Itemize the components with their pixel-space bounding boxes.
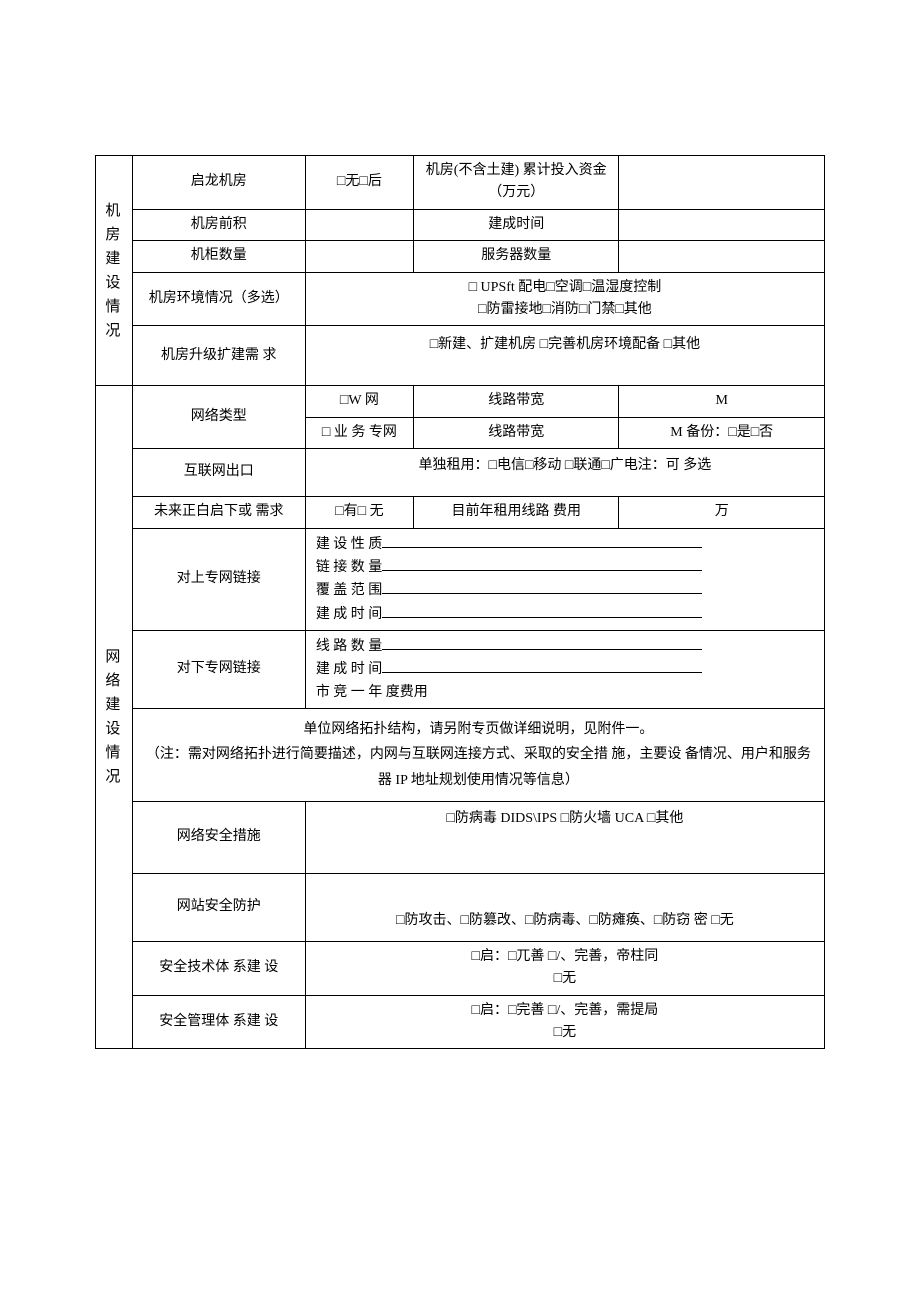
net-downlink-value[interactable]: 线 路 数 量 建 成 时 间 市 竞 一 年 度费用 bbox=[305, 631, 824, 709]
uplink-line-2: 覆 盖 范 围 bbox=[316, 583, 383, 598]
net-site-label: 网站安全防护 bbox=[132, 873, 305, 941]
net-future-label: 未来正白启下或 需求 bbox=[132, 497, 305, 528]
room-env-value[interactable]: □ UPSft 配电□空调□温湿度控制 □防雷接地□消防□门禁□其他 bbox=[305, 272, 824, 326]
downlink-line-1: 建 成 时 间 bbox=[316, 662, 383, 677]
uplink-line-3: 建 成 时 间 bbox=[316, 607, 383, 622]
net-inet-label: 互联网出口 bbox=[132, 449, 305, 497]
room-row2-c[interactable] bbox=[619, 209, 825, 240]
net-type-r1-b: 线路带宽 bbox=[413, 386, 619, 417]
net-future-a[interactable]: □有□ 无 bbox=[305, 497, 413, 528]
net-sec-value[interactable]: □防病毒 DIDS\IPS □防火墙 UCA □其他 bbox=[305, 801, 824, 873]
form-table: 机 房 建 设 情 况 启龙机房 □无□后 机房(不含土建) 累计投入资金（万元… bbox=[95, 155, 825, 1049]
net-site-value[interactable]: □防攻击、□防篡改、□防病毒、□防瘫痪、□防窃 密 □无 bbox=[305, 873, 824, 941]
room-row1-b: 机房(不含土建) 累计投入资金（万元） bbox=[413, 156, 619, 210]
room-env-label: 机房环境情况（多选） bbox=[132, 272, 305, 326]
net-inet-value[interactable]: 单独租用：□电信□移动 □联通□广电注：可 多选 bbox=[305, 449, 824, 497]
net-type-label: 网络类型 bbox=[132, 386, 305, 449]
room-row3-b: 服务器数量 bbox=[413, 241, 619, 272]
downlink-line-0: 线 路 数 量 bbox=[316, 639, 383, 654]
room-row3-c[interactable] bbox=[619, 241, 825, 272]
net-future-b: 目前年租用线路 费用 bbox=[413, 497, 619, 528]
net-future-c[interactable]: 万 bbox=[619, 497, 825, 528]
net-uplink-value[interactable]: 建 设 性 质 链 接 数 量 覆 盖 范 围 建 成 时 间 bbox=[305, 528, 824, 631]
net-uplink-label: 对上专网链接 bbox=[132, 528, 305, 631]
net-type-r1-a[interactable]: □W 网 bbox=[305, 386, 413, 417]
downlink-line-2: 市 竞 一 年 度费用 bbox=[316, 685, 428, 700]
room-row2-label: 机房前积 bbox=[132, 209, 305, 240]
net-mgmt-label: 安全管理体 系建 设 bbox=[132, 995, 305, 1049]
net-mgmt-value[interactable]: □启：□完善 □/、完善，需提局 □无 bbox=[305, 995, 824, 1049]
room-row1-label: 启龙机房 bbox=[132, 156, 305, 210]
room-row3-label: 机柜数量 bbox=[132, 241, 305, 272]
room-row1-c[interactable] bbox=[619, 156, 825, 210]
section-net-header: 网 络 建 设 情 况 bbox=[96, 386, 133, 1049]
room-row1-a[interactable]: □无□后 bbox=[305, 156, 413, 210]
net-sec-label: 网络安全措施 bbox=[132, 801, 305, 873]
net-type-r2-b: 线路带宽 bbox=[413, 417, 619, 448]
room-row2-b: 建成时间 bbox=[413, 209, 619, 240]
net-type-r1-c[interactable]: M bbox=[619, 386, 825, 417]
uplink-line-1: 链 接 数 量 bbox=[316, 560, 383, 575]
room-row2-a[interactable] bbox=[305, 209, 413, 240]
net-tech-label: 安全技术体 系建 设 bbox=[132, 941, 305, 995]
room-upgrade-label: 机房升级扩建需 求 bbox=[132, 326, 305, 386]
room-upgrade-value[interactable]: □新建、扩建机房 □完善机房环境配备 □其他 bbox=[305, 326, 824, 386]
room-row3-a[interactable] bbox=[305, 241, 413, 272]
net-topo-note: 单位网络拓扑结构，请另附专页做详细说明，见附件一。 （注：需对网络拓扑进行简要描… bbox=[132, 709, 824, 802]
net-type-r2-c[interactable]: M 备份：□是□否 bbox=[619, 417, 825, 448]
uplink-line-0: 建 设 性 质 bbox=[316, 537, 383, 552]
net-tech-value[interactable]: □启：□兀善 □/、完善，帝柱同 □无 bbox=[305, 941, 824, 995]
net-type-r2-a[interactable]: □ 业 务 专网 bbox=[305, 417, 413, 448]
net-downlink-label: 对下专网链接 bbox=[132, 631, 305, 709]
section-room-header: 机 房 建 设 情 况 bbox=[96, 156, 133, 386]
